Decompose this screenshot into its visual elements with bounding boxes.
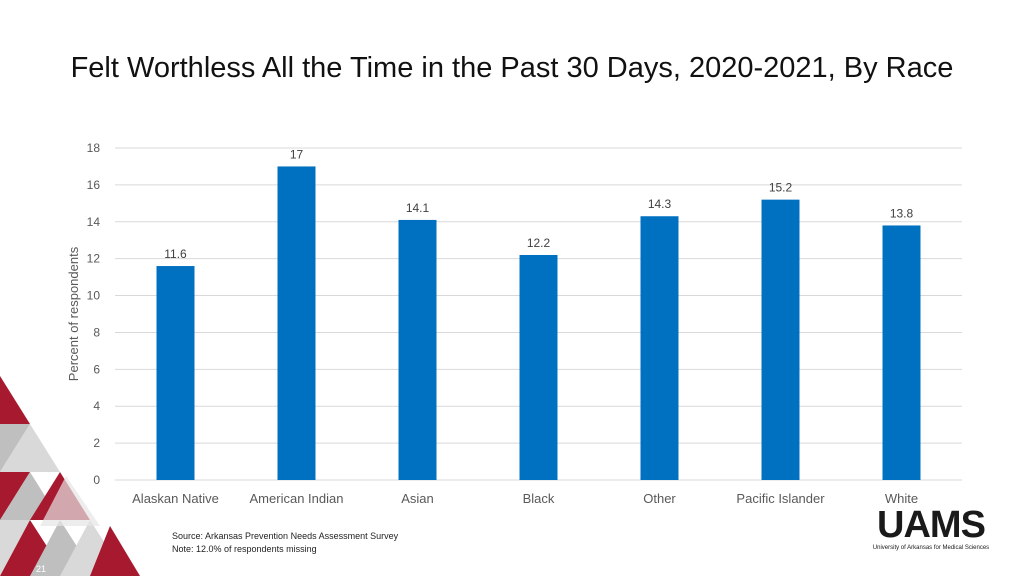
bar-value-label: 15.2 xyxy=(769,181,793,195)
logo-wordmark: UAMS xyxy=(877,504,986,546)
logo-subtitle: University of Arkansas for Medical Scien… xyxy=(872,545,990,551)
uams-logo: UAMS University of Arkansas for Medical … xyxy=(866,506,996,551)
bar xyxy=(519,254,558,480)
decorative-triangles xyxy=(0,376,140,576)
bar-value-label: 12.2 xyxy=(527,236,551,250)
x-tick-label: Black xyxy=(523,491,555,506)
y-tick-label: 2 xyxy=(93,436,100,450)
x-axis-ticks: Alaskan Native American Indian Asian Black O… xyxy=(132,491,918,506)
bar-value-label: 11.6 xyxy=(164,247,187,261)
x-tick-label: Pacific Islander xyxy=(736,491,825,506)
y-tick-label: 12 xyxy=(87,252,101,266)
bar-value-label: 13.8 xyxy=(890,206,914,220)
x-tick-label: American Indian xyxy=(250,491,344,506)
source-note: Source: Arkansas Prevention Needs Assess… xyxy=(172,531,399,541)
y-tick-label: 0 xyxy=(93,473,100,487)
y-tick-label: 6 xyxy=(93,362,100,376)
bar xyxy=(761,199,800,480)
x-tick-label: Other xyxy=(643,491,676,506)
missing-note: Note: 12.0% of respondents missing xyxy=(172,544,317,554)
bar xyxy=(398,219,437,480)
y-tick-label: 8 xyxy=(93,325,100,339)
slide-number: 21 xyxy=(36,564,47,574)
bar xyxy=(156,266,195,480)
bars xyxy=(156,166,921,480)
y-axis-ticks: 0 2 4 6 8 10 12 14 16 18 xyxy=(87,141,101,487)
x-tick-label: Asian xyxy=(401,491,434,506)
slide-title: Felt Worthless All the Time in the Past … xyxy=(70,52,954,84)
bar xyxy=(277,166,316,480)
y-tick-label: 18 xyxy=(87,141,101,155)
y-tick-label: 4 xyxy=(93,399,100,413)
bar-value-label: 17 xyxy=(290,147,304,161)
x-tick-label: White xyxy=(885,491,918,506)
bar xyxy=(640,216,679,480)
y-tick-label: 10 xyxy=(87,289,101,303)
bar-value-label: 14.3 xyxy=(648,197,672,211)
x-tick-label: Alaskan Native xyxy=(132,491,219,506)
y-tick-label: 14 xyxy=(87,215,101,229)
bar-value-label: 14.1 xyxy=(406,201,430,215)
bar xyxy=(882,225,921,480)
value-labels: 11.6 17 14.1 12.2 14.3 15.2 13.8 xyxy=(164,147,913,261)
y-axis-label: Percent of respondents xyxy=(66,246,81,381)
y-tick-label: 16 xyxy=(87,178,101,192)
